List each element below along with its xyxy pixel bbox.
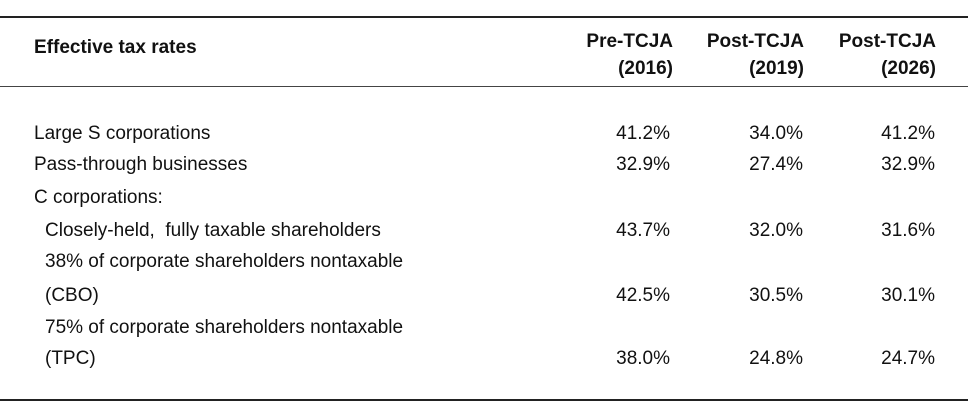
column-header-line2: (2016)	[618, 58, 673, 79]
cell-post-tcja-2026: 32.9%	[881, 154, 935, 175]
row-label: 38% of corporate shareholders nontaxable	[45, 251, 404, 272]
cell-post-tcja-2026: 41.2%	[881, 123, 935, 144]
column-header-pre-tcja-2016: Pre-TCJA (2016)	[533, 28, 673, 82]
row-label: 75% of corporate shareholders nontaxable	[45, 317, 404, 338]
column-header-post-tcja-2019: Post-TCJA (2019)	[664, 28, 804, 82]
header-divider	[0, 86, 968, 87]
cell-post-tcja-2019: 30.5%	[749, 285, 803, 306]
cell-pre-tcja-2016: 42.5%	[616, 285, 670, 306]
row-label: (TPC)	[45, 348, 96, 369]
cell-pre-tcja-2016: 38.0%	[616, 348, 670, 369]
section-heading: C corporations:	[34, 187, 163, 208]
cell-post-tcja-2026: 24.7%	[881, 348, 935, 369]
column-header-line2: (2019)	[749, 58, 804, 79]
row-label: Closely-held, fully taxable shareholders	[45, 220, 381, 241]
column-header-line1: Pre-TCJA	[586, 31, 673, 52]
cell-post-tcja-2019: 27.4%	[749, 154, 803, 175]
row-label: (CBO)	[45, 285, 99, 306]
header-label: Effective tax rates	[34, 37, 197, 58]
row-label: Pass-through businesses	[34, 154, 248, 175]
cell-post-tcja-2019: 32.0%	[749, 220, 803, 241]
cell-post-tcja-2019: 34.0%	[749, 123, 803, 144]
column-header-line1: Post-TCJA	[706, 31, 804, 52]
column-header-line2: (2026)	[881, 58, 936, 79]
cell-pre-tcja-2016: 43.7%	[616, 220, 670, 241]
column-header-post-tcja-2026: Post-TCJA (2026)	[796, 28, 936, 82]
cell-post-tcja-2026: 30.1%	[881, 285, 935, 306]
cell-post-tcja-2026: 31.6%	[881, 220, 935, 241]
row-label: Large S corporations	[34, 123, 211, 144]
cell-pre-tcja-2016: 41.2%	[616, 123, 670, 144]
top-rule	[0, 16, 968, 18]
column-header-line1: Post-TCJA	[838, 31, 936, 52]
cell-pre-tcja-2016: 32.9%	[616, 154, 670, 175]
bottom-rule	[0, 399, 968, 401]
cell-post-tcja-2019: 24.8%	[749, 348, 803, 369]
